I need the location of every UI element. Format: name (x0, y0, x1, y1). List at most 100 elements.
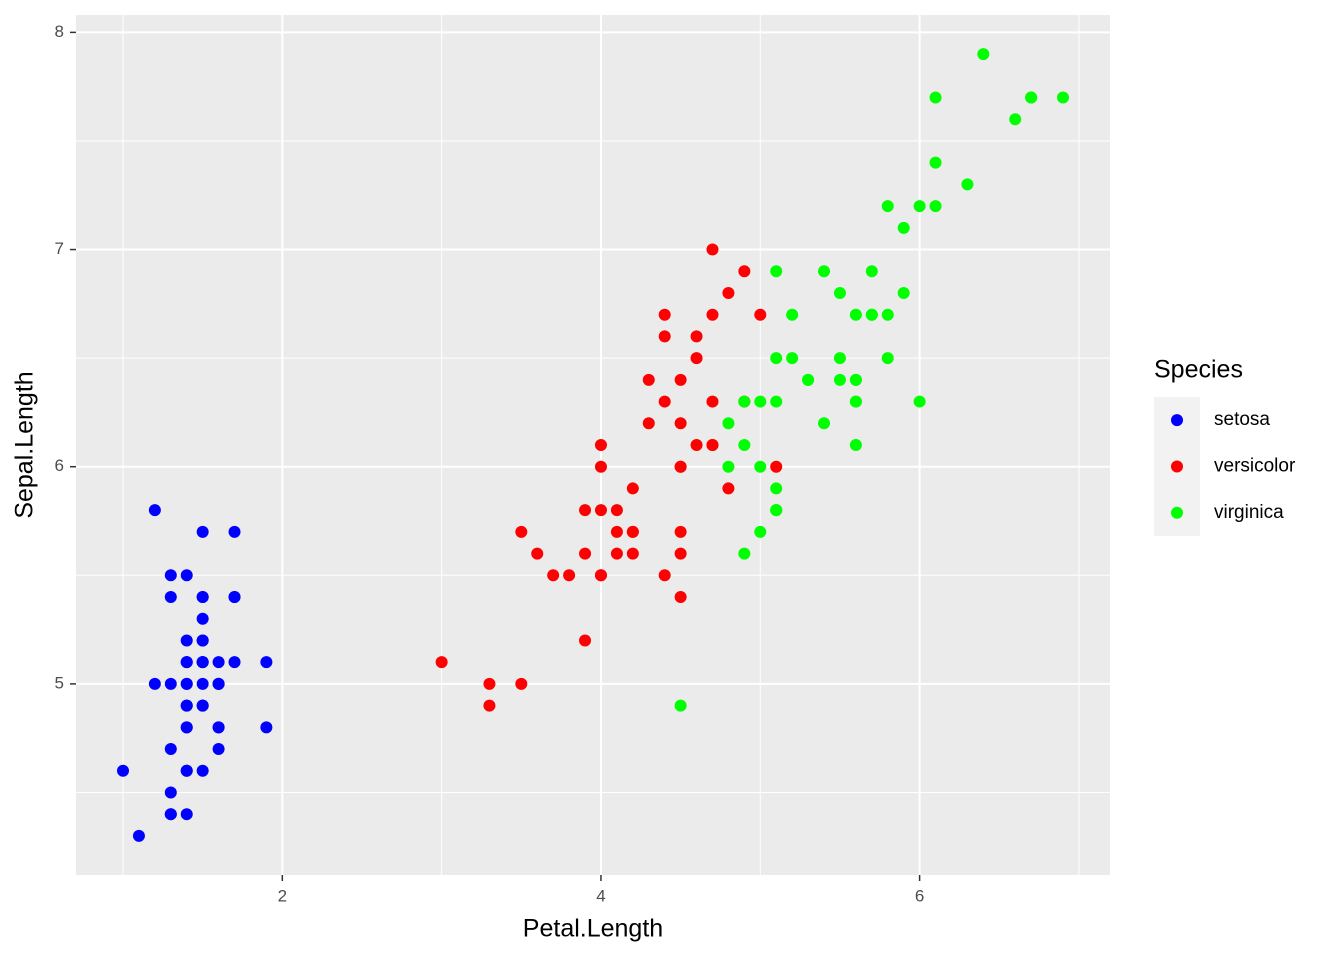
point (658, 308, 671, 321)
point (180, 677, 193, 690)
point (849, 439, 862, 451)
point (164, 808, 177, 821)
point (770, 395, 783, 408)
point (658, 395, 671, 408)
point (913, 395, 926, 408)
point (196, 656, 209, 669)
point (228, 525, 241, 538)
point (196, 699, 209, 712)
point (818, 265, 831, 278)
point (849, 308, 862, 321)
point (180, 808, 193, 821)
point (563, 569, 576, 582)
point (594, 569, 607, 582)
point (674, 417, 687, 430)
point (148, 677, 161, 690)
point (881, 352, 894, 365)
point (754, 460, 767, 473)
point (674, 460, 687, 473)
point (754, 525, 767, 538)
point (228, 591, 241, 604)
panel (76, 15, 1110, 875)
point (770, 460, 783, 473)
legend-marker (1171, 506, 1183, 519)
point (754, 308, 767, 321)
point (260, 656, 273, 669)
point (786, 352, 799, 365)
point (483, 677, 496, 690)
y-tick-label: 6 (55, 456, 64, 475)
point (228, 656, 241, 669)
y-axis-title: Sepal.Length (11, 371, 39, 518)
legend: setosa versicolor virginica (1154, 397, 1296, 536)
point (483, 699, 496, 712)
point (196, 525, 209, 538)
point (196, 591, 209, 604)
point (594, 460, 607, 473)
point (722, 460, 735, 473)
point (833, 373, 846, 386)
points (117, 48, 1069, 842)
point (1025, 91, 1038, 104)
legend-label: setosa (1214, 409, 1270, 430)
point (977, 48, 990, 61)
x-tick-label: 4 (596, 886, 605, 905)
legend-title: Species (1154, 356, 1243, 384)
point (802, 373, 815, 386)
point (706, 243, 719, 256)
point (642, 417, 655, 430)
axes: 2 4 6 5 6 7 8 (55, 22, 925, 906)
point (929, 156, 942, 169)
point (865, 265, 878, 278)
point (164, 569, 177, 582)
legend-marker (1171, 414, 1183, 427)
point (212, 656, 225, 669)
point (818, 417, 831, 430)
point (658, 569, 671, 582)
point (786, 308, 799, 321)
point (164, 677, 177, 690)
point (754, 395, 767, 408)
point (770, 352, 783, 365)
point (706, 395, 719, 408)
point (180, 721, 193, 734)
point (435, 656, 448, 669)
y-tick-label: 8 (55, 22, 64, 41)
point (881, 200, 894, 213)
point (1057, 91, 1069, 104)
x-axis-title: Petal.Length (523, 915, 663, 943)
point (180, 699, 193, 712)
point (610, 525, 623, 538)
point (579, 634, 592, 647)
point (579, 504, 592, 517)
point (658, 330, 671, 343)
point (897, 221, 910, 234)
point (690, 439, 703, 451)
legend-label: virginica (1214, 502, 1284, 523)
point (212, 743, 225, 756)
point (164, 591, 177, 604)
point (770, 504, 783, 517)
point (579, 547, 592, 560)
y-tick-label: 7 (55, 239, 64, 258)
point (132, 829, 145, 842)
point (722, 482, 735, 495)
point (531, 547, 544, 560)
point (164, 786, 177, 799)
point (865, 308, 878, 321)
point (849, 373, 862, 386)
legend-label: versicolor (1214, 455, 1296, 476)
point (196, 634, 209, 647)
point (180, 656, 193, 669)
point (674, 373, 687, 386)
grid (76, 15, 1110, 875)
point (690, 330, 703, 343)
point (674, 591, 687, 604)
point (626, 482, 639, 495)
point (594, 504, 607, 517)
point (674, 699, 687, 712)
point (770, 265, 783, 278)
point (594, 439, 607, 451)
point (738, 547, 751, 560)
